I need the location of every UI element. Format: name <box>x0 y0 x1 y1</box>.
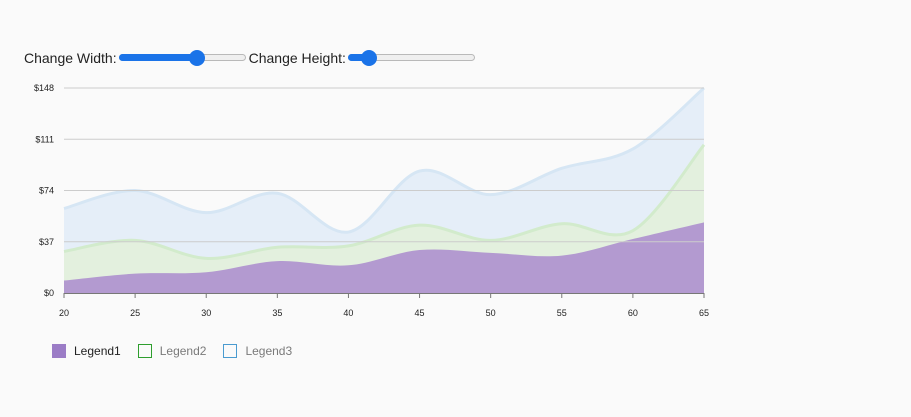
area-series-legend2 <box>64 144 704 293</box>
x-tick-label: 40 <box>343 308 353 318</box>
legend-swatch <box>223 344 238 358</box>
legend-item-legend3[interactable]: Legend3 <box>223 344 292 358</box>
legend-label: Legend3 <box>245 344 293 358</box>
x-tick-label: 55 <box>557 308 567 318</box>
legend-item-legend2[interactable]: Legend2 <box>137 344 207 358</box>
x-tick-label: 50 <box>486 308 496 318</box>
y-tick-label: $37 <box>39 237 54 247</box>
y-tick-label: $148 <box>34 83 54 93</box>
x-tick-label: 60 <box>628 308 638 318</box>
area-chart: $0 $37 $74 $111 $148 20 25 30 35 40 45 50 55 60 65 <box>34 83 709 318</box>
slider-thumb[interactable] <box>189 50 206 66</box>
legend-label: Legend2 <box>159 344 207 358</box>
line-series-legend3 <box>63 86 705 234</box>
x-tick-label: 65 <box>699 308 709 318</box>
line-series-legend2 <box>63 143 706 260</box>
change-width-label: Change Width: <box>24 50 117 66</box>
legend-swatch <box>52 344 66 358</box>
x-tick-label: 45 <box>415 308 425 318</box>
height-slider[interactable] <box>347 49 475 67</box>
slider-fill <box>347 54 370 61</box>
chart-legend: Legend1 Legend2 Legend3 <box>52 344 309 358</box>
x-tick-label: 30 <box>201 308 211 318</box>
slider-thumb[interactable] <box>361 50 378 66</box>
x-tick-label: 35 <box>272 308 282 318</box>
legend-label: Legend1 <box>74 344 121 358</box>
x-tick-label: 25 <box>130 308 140 318</box>
x-tick-label: 20 <box>59 308 69 318</box>
size-controls: Change Width: Change Height: <box>24 49 478 67</box>
y-tick-label: $74 <box>39 186 54 196</box>
y-tick-label: $0 <box>44 288 54 298</box>
area-series-legend1 <box>64 222 704 293</box>
change-height-label: Change Height: <box>248 50 346 66</box>
y-tick-label: $111 <box>35 134 54 144</box>
slider-fill <box>118 54 198 61</box>
legend-swatch <box>137 344 152 358</box>
width-slider[interactable] <box>118 49 246 67</box>
legend-item-legend1[interactable]: Legend1 <box>52 344 121 358</box>
